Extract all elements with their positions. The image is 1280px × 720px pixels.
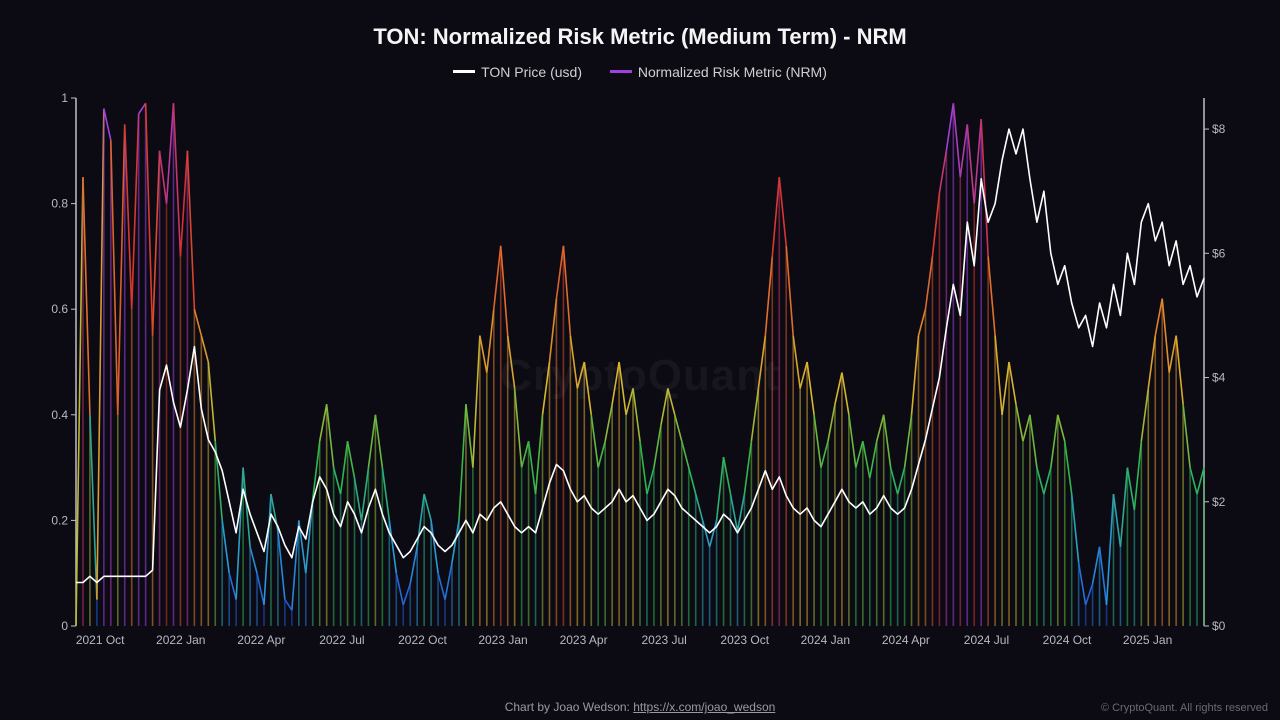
attribution-prefix: Chart by Joao Wedson: xyxy=(505,700,634,714)
chart-title: TON: Normalized Risk Metric (Medium Term… xyxy=(0,0,1280,50)
legend: TON Price (usd) Normalized Risk Metric (… xyxy=(0,60,1280,80)
svg-text:0.2: 0.2 xyxy=(51,513,68,527)
svg-text:$4: $4 xyxy=(1212,371,1226,385)
svg-text:2023 Jul: 2023 Jul xyxy=(641,633,686,647)
svg-text:2022 Oct: 2022 Oct xyxy=(398,633,447,647)
svg-text:2024 Jul: 2024 Jul xyxy=(964,633,1009,647)
svg-text:$0: $0 xyxy=(1212,619,1226,633)
svg-text:2022 Jan: 2022 Jan xyxy=(156,633,205,647)
legend-label-nrm: Normalized Risk Metric (NRM) xyxy=(638,64,827,80)
svg-text:2024 Oct: 2024 Oct xyxy=(1043,633,1092,647)
svg-text:$6: $6 xyxy=(1212,246,1226,260)
copyright-text: © CryptoQuant. All rights reserved xyxy=(1101,702,1268,714)
svg-text:2022 Jul: 2022 Jul xyxy=(319,633,364,647)
attribution-link[interactable]: https://x.com/joao_wedson xyxy=(633,700,775,714)
svg-text:$2: $2 xyxy=(1212,495,1226,509)
legend-item-nrm: Normalized Risk Metric (NRM) xyxy=(610,64,827,80)
svg-text:2023 Jan: 2023 Jan xyxy=(478,633,527,647)
svg-text:2024 Apr: 2024 Apr xyxy=(882,633,930,647)
svg-text:2023 Oct: 2023 Oct xyxy=(720,633,769,647)
svg-text:0.6: 0.6 xyxy=(51,302,68,316)
svg-text:0: 0 xyxy=(61,619,68,633)
legend-swatch-nrm xyxy=(610,70,632,73)
legend-label-price: TON Price (usd) xyxy=(481,64,582,80)
svg-text:2024 Jan: 2024 Jan xyxy=(801,633,850,647)
svg-text:2025 Jan: 2025 Jan xyxy=(1123,633,1172,647)
svg-text:0.8: 0.8 xyxy=(51,197,68,211)
chart-svg: 0 0.2 0.4 0.6 0.8 1 $0 $2 $4 $6 $8 2021 Oct 2022 Jan… xyxy=(40,92,1240,660)
chart-area: CryptoQuant 00.20.40.60.81$0$2$4$6$82021… xyxy=(40,92,1240,660)
chart-attribution: Chart by Joao Wedson: https://x.com/joao… xyxy=(0,700,1280,714)
svg-text:2022 Apr: 2022 Apr xyxy=(237,633,285,647)
svg-text:2021 Oct: 2021 Oct xyxy=(76,633,125,647)
svg-text:$8: $8 xyxy=(1212,122,1226,136)
svg-text:1: 1 xyxy=(61,92,68,105)
svg-text:2023 Apr: 2023 Apr xyxy=(560,633,608,647)
legend-item-price: TON Price (usd) xyxy=(453,64,582,80)
legend-swatch-price xyxy=(453,70,475,73)
svg-text:0.4: 0.4 xyxy=(51,408,68,422)
